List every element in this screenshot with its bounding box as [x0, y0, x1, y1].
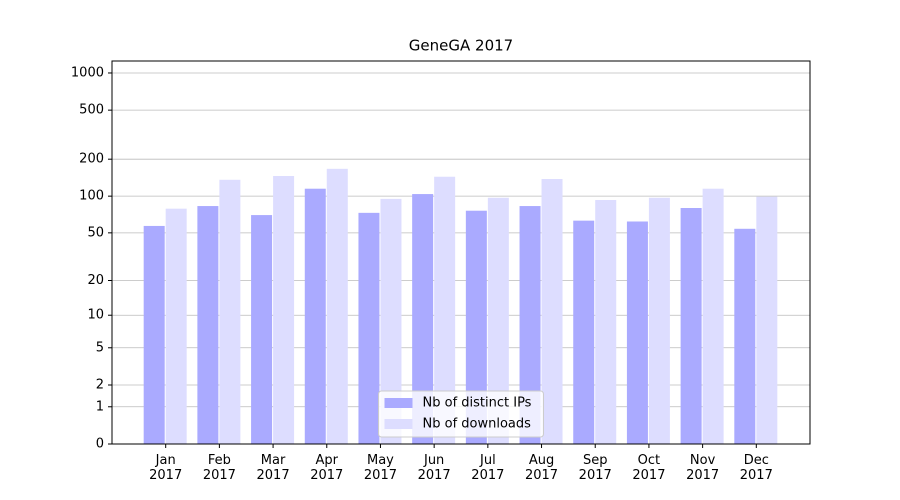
bar: [326, 168, 348, 444]
plot-frame: [111, 60, 811, 445]
x-tick-label: May 2017: [363, 453, 397, 483]
y-tick-label: 10: [87, 308, 104, 323]
bar: [358, 212, 380, 444]
bar: [143, 225, 165, 444]
x-tick-label: Dec 2017: [739, 453, 773, 483]
bar: [197, 206, 219, 444]
bar: [756, 196, 778, 444]
bar: [273, 175, 295, 444]
legend-box: [378, 390, 544, 438]
x-tick-label: Apr 2017: [310, 453, 344, 483]
legend-label: Nb of distinct IPs: [423, 396, 532, 411]
bar: [595, 200, 617, 444]
bar: [702, 188, 724, 444]
y-tick-label: 20: [87, 273, 104, 288]
bar: [487, 197, 509, 444]
x-tick-label: Sep 2017: [578, 453, 612, 483]
bar: [251, 215, 273, 444]
y-tick-label: 1000: [71, 65, 104, 80]
bar: [648, 197, 670, 444]
bar: [626, 221, 648, 444]
bar: [519, 206, 541, 444]
x-tick-label: Oct 2017: [632, 453, 666, 483]
y-tick-label: 0: [96, 437, 104, 452]
y-tick-label: 500: [79, 103, 104, 118]
bar: [304, 188, 326, 444]
chart-title: GeneGA 2017: [409, 37, 513, 55]
bar: [541, 178, 563, 445]
x-tick-label: Jul 2017: [471, 453, 505, 483]
x-tick-label: Mar 2017: [256, 453, 290, 483]
legend: Nb of distinct IPs Nb of downloads: [378, 390, 544, 438]
y-tick-label: 1: [96, 399, 104, 414]
bar: [465, 210, 487, 444]
x-tick-label: Feb 2017: [202, 453, 236, 483]
x-tick-label: Aug 2017: [524, 453, 559, 483]
bar: [412, 194, 434, 444]
bar: [380, 198, 402, 444]
bar: [573, 220, 595, 444]
y-tick-label: 2: [96, 378, 104, 393]
x-tick-label: Jun 2017: [417, 453, 451, 483]
y-tick-label: 50: [87, 225, 104, 240]
y-tick-label: 200: [79, 152, 104, 167]
y-tick-label: 100: [79, 189, 104, 204]
bar: [165, 208, 187, 444]
legend-swatch: [384, 398, 413, 408]
legend-swatch: [384, 419, 413, 429]
x-tick-label: Nov 2017: [686, 453, 720, 483]
bar: [734, 228, 756, 444]
x-tick-label: Jan 2017: [149, 453, 183, 483]
bar: [680, 208, 702, 444]
y-tick-label: 5: [96, 340, 104, 355]
legend-label: Nb of downloads: [423, 417, 532, 432]
bar: [219, 179, 241, 445]
bar: [434, 176, 456, 444]
